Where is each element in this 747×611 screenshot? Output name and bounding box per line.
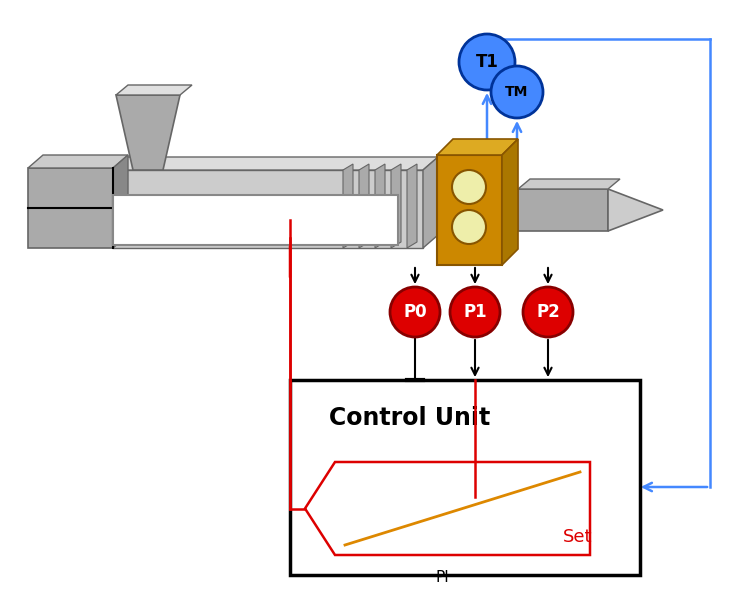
Text: TM: TM xyxy=(505,85,529,99)
Circle shape xyxy=(450,287,500,337)
Polygon shape xyxy=(375,164,385,248)
Bar xyxy=(113,195,398,245)
Polygon shape xyxy=(608,189,663,231)
Polygon shape xyxy=(28,155,128,168)
Polygon shape xyxy=(407,164,417,248)
Polygon shape xyxy=(305,462,590,555)
Polygon shape xyxy=(391,164,401,248)
Polygon shape xyxy=(116,85,192,95)
Text: T1: T1 xyxy=(476,53,498,71)
Polygon shape xyxy=(343,164,353,248)
Circle shape xyxy=(459,34,515,90)
Polygon shape xyxy=(359,164,369,248)
Bar xyxy=(113,170,423,248)
Polygon shape xyxy=(116,95,180,170)
Polygon shape xyxy=(437,139,518,155)
Text: P0: P0 xyxy=(403,303,427,321)
Circle shape xyxy=(523,287,573,337)
Polygon shape xyxy=(113,157,438,170)
Polygon shape xyxy=(113,155,128,248)
Text: Set: Set xyxy=(563,528,592,546)
Circle shape xyxy=(491,66,543,118)
Polygon shape xyxy=(502,139,518,265)
Circle shape xyxy=(452,170,486,204)
Text: PI: PI xyxy=(436,570,450,585)
Text: Control Unit: Control Unit xyxy=(329,406,491,430)
Polygon shape xyxy=(518,179,620,189)
Text: P1: P1 xyxy=(463,303,487,321)
Circle shape xyxy=(452,210,486,244)
Polygon shape xyxy=(423,157,438,248)
Circle shape xyxy=(390,287,440,337)
Bar xyxy=(290,380,640,575)
Bar xyxy=(437,155,502,265)
Bar xyxy=(28,168,113,248)
Bar xyxy=(518,189,608,231)
Text: P2: P2 xyxy=(536,303,560,321)
